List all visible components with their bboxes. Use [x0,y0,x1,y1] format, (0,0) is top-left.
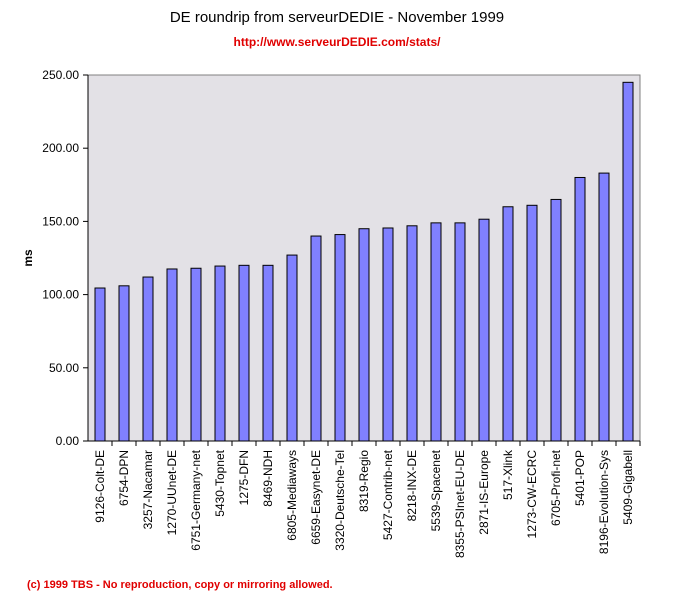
x-tick-label: 1275-DFN [237,450,251,505]
bar [598,172,610,442]
y-tick-label: 250.00 [42,68,79,82]
x-tick-label: 5401-POP [573,450,587,506]
x-tick-label: 5539-Spacenet [429,449,443,531]
chart-subtitle-link[interactable]: http://www.serveurDEDIE.com/stats/ [233,35,441,49]
x-tick-label: 6705-Profi-net [549,449,563,526]
x-tick-label: 6754-DPN [117,450,131,506]
bar [622,81,634,442]
x-tick-label: 3320-Deutsche-Tel [333,450,347,551]
bar [262,264,274,442]
y-tick-label: 0.00 [56,434,80,448]
bar [382,227,394,442]
x-tick-label: 517-Xlink [501,449,515,500]
bar [334,234,346,442]
bar [502,206,514,442]
bar [454,222,466,442]
bar [310,235,322,442]
bar [406,225,418,442]
x-tick-label: 2871-IS-Europe [477,450,491,535]
bar [526,204,538,442]
bar [574,176,586,442]
y-tick-label: 200.00 [42,141,79,155]
bar [94,287,106,442]
x-tick-label: 5409-Gigabell [621,450,635,525]
y-tick-label: 150.00 [42,214,79,228]
bar [142,276,154,442]
bar [238,264,250,442]
bar [190,267,202,442]
x-tick-label: 8196-Evolution-Sys [597,450,611,554]
x-tick-label: 5427-Contrib-net [381,449,395,540]
x-tick-label: 8469-NDH [261,450,275,507]
bar [478,218,490,442]
x-tick-label: 5430-Topnet [213,449,227,516]
bar [358,228,370,442]
x-tick-label: 8218-INX-DE [405,450,419,521]
x-tick-label: 6805-Mediaways [285,450,299,541]
x-tick-label: 8319-Regio [357,450,371,512]
x-tick-label: 1270-UUnet-DE [165,450,179,535]
bar [550,198,562,442]
x-tick-label: 9126-Colt-DE [93,450,107,523]
x-tick-label: 1273-CW-ECRC [525,450,539,539]
y-tick-label: 100.00 [42,288,79,302]
y-axis-label: ms [21,249,35,267]
x-tick-label: 6659-Easynet-DE [309,450,323,545]
bar [118,285,130,442]
copyright-footer: (c) 1999 TBS - No reproduction, copy or … [27,579,333,591]
bar [430,222,442,442]
x-tick-label: 8355-PSInet-EU-DE [453,450,467,558]
bar [166,268,178,442]
x-tick-label: 6751-Germany-net [189,449,203,550]
chart-title: DE roundrip from serveurDEDIE - November… [169,9,505,26]
x-tick-label: 3257-Nacamar [141,450,155,529]
bar [214,265,226,442]
y-tick-label: 50.00 [49,361,79,375]
bar [286,254,298,442]
